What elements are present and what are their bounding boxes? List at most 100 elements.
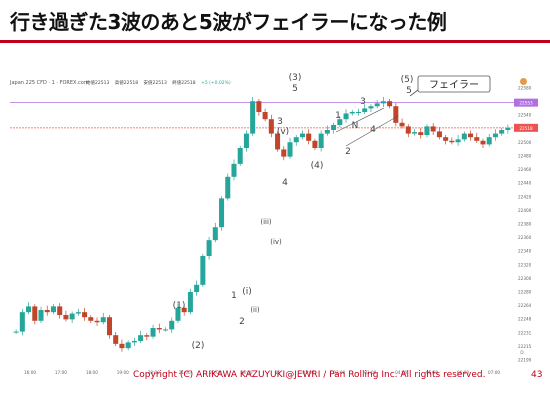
candle-body xyxy=(113,335,119,344)
candle-body xyxy=(144,335,150,337)
candle-body xyxy=(480,140,486,145)
x-tick-label: 22:00 xyxy=(210,370,222,375)
candle-body xyxy=(412,132,418,134)
wave-label: 3 xyxy=(277,117,283,127)
candle-body xyxy=(405,126,411,134)
wave-label: (4) xyxy=(311,161,324,171)
candle-body xyxy=(181,307,187,313)
wave-label: (2) xyxy=(192,341,205,351)
x-tick-label: 19:00 xyxy=(117,370,129,375)
y-tick-label: 22340 xyxy=(518,249,532,254)
y-tick-label: 22420 xyxy=(518,194,532,199)
wave-label: 5 xyxy=(406,86,412,96)
y-tick-label: 22248 xyxy=(518,317,532,322)
current-price-label: 22518 xyxy=(519,126,533,131)
candle-body xyxy=(418,132,424,136)
chart-panel[interactable]: Japan 225 CFD · 1 · FOREX.com 始値22513 高値… xyxy=(6,72,546,376)
wave-label: (v) xyxy=(277,127,289,137)
candle-body xyxy=(194,284,200,292)
candle-body xyxy=(455,139,461,143)
trendline-upper xyxy=(335,107,385,133)
x-tick-label: 16:00 xyxy=(24,370,36,375)
resistance-price-label: 22553 xyxy=(519,101,533,106)
trendline-lower xyxy=(345,115,399,147)
candle-body xyxy=(225,176,231,199)
wave-label: 3 xyxy=(360,97,366,107)
candle-body xyxy=(312,140,318,148)
candle-body xyxy=(125,342,131,349)
chart-settings-icon[interactable] xyxy=(520,78,527,85)
candle-body xyxy=(13,331,19,333)
x-tick-label: 07:00 xyxy=(488,370,500,375)
candle-body xyxy=(219,198,225,228)
x-tick-label: 20:00 xyxy=(148,370,160,375)
candle-body xyxy=(100,317,106,323)
wave-label: (i) xyxy=(242,287,252,297)
candle-body xyxy=(349,112,355,114)
candle-body xyxy=(187,292,193,313)
candle-body xyxy=(32,306,38,321)
candle-body xyxy=(131,340,137,343)
title-rule xyxy=(0,40,550,43)
candle-body xyxy=(237,148,243,164)
candle-body xyxy=(461,133,467,140)
candle-body xyxy=(256,101,262,112)
y-tick-label: 22215 xyxy=(518,344,532,349)
y-tick-label: 22231 xyxy=(518,330,532,335)
candle-body xyxy=(355,112,361,113)
candle-body xyxy=(468,133,474,138)
candle-body xyxy=(486,137,492,145)
y-tick-label: 22500 xyxy=(518,140,532,145)
y-tick-label: 22400 xyxy=(518,208,532,213)
candle-body xyxy=(393,106,399,123)
candle-body xyxy=(380,101,386,104)
y-tick-label: 22480 xyxy=(518,154,532,159)
slide-title: 行き過ぎた3波のあと5波がフェイラーになった例 xyxy=(10,10,447,34)
x-tick-label: 23:00 xyxy=(240,370,252,375)
candle-body xyxy=(175,307,181,321)
wave-label: (1) xyxy=(173,301,186,311)
copyright-footer: Copyright (C) ARIKAWA KAZUYUKI@JEWRI / P… xyxy=(133,370,486,380)
wave-label: 4 xyxy=(370,125,376,135)
candle-body xyxy=(106,317,112,336)
ohlc-low: 安値22513 xyxy=(143,81,167,86)
candle-body xyxy=(243,133,249,148)
candle-body xyxy=(318,133,324,148)
y-tick-label: 22380 xyxy=(518,222,532,227)
candle-body xyxy=(44,310,50,313)
candle-body xyxy=(156,328,162,330)
current-price-tag xyxy=(514,123,538,132)
page-number: 43 xyxy=(531,370,543,380)
wave-label: N xyxy=(352,121,359,131)
candle-body xyxy=(163,329,169,331)
candle-body xyxy=(150,328,156,337)
y-tick-label: 22199 xyxy=(518,358,532,363)
wave-label: 4 xyxy=(282,178,288,188)
candlestick-chart[interactable]: 2258022560225402252022500224802246022440… xyxy=(6,72,546,376)
x-tick-label: 18:00 xyxy=(86,370,98,375)
candle-body xyxy=(331,124,337,130)
candle-body xyxy=(119,343,125,349)
candle-body xyxy=(287,142,293,157)
failure-callout-box xyxy=(417,75,491,93)
x-tick-label: 01:00 xyxy=(302,370,314,375)
failure-callout-label: フェイラー xyxy=(429,79,479,91)
y-tick-label: 22300 xyxy=(518,276,532,281)
candle-body xyxy=(306,133,312,141)
x-tick-label: 17:00 xyxy=(55,370,67,375)
candle-body xyxy=(200,256,206,285)
y-tick-label: 22360 xyxy=(518,235,532,240)
x-tick-label: 05:00 xyxy=(426,370,438,375)
y-tick-label: 22280 xyxy=(518,290,532,295)
x-tick-label: 06:00 xyxy=(457,370,469,375)
x-tick-label: 21:00 xyxy=(179,370,191,375)
candle-body xyxy=(424,126,430,136)
candle-body xyxy=(443,137,449,141)
candle-body xyxy=(88,317,94,321)
candle-body xyxy=(26,306,32,313)
candle-body xyxy=(206,240,212,256)
candle-body xyxy=(337,119,343,125)
x-tick-label: 16 xyxy=(275,370,281,375)
candle-body xyxy=(82,312,88,318)
wave-label: (5) xyxy=(401,75,414,85)
